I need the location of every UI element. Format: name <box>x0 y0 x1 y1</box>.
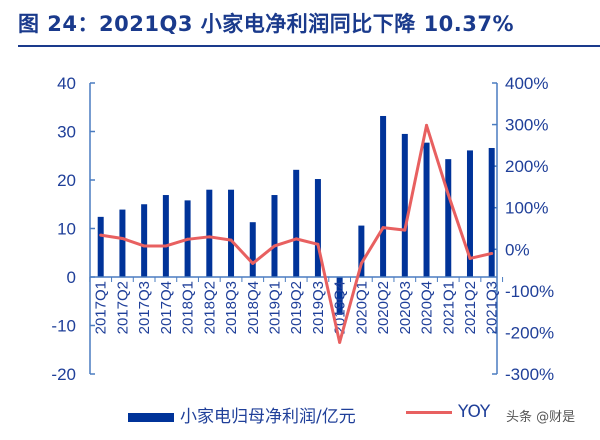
left-tick-label: 30 <box>57 123 76 142</box>
yoy-point <box>338 340 342 344</box>
yoy-point <box>316 242 320 246</box>
category-label: 2021Q2 <box>462 281 479 334</box>
right-tick-label: 300% <box>505 116 548 135</box>
category-label: 2019Q4 <box>332 281 349 334</box>
left-tick-label: 20 <box>57 171 76 190</box>
right-tick-label: 100% <box>505 199 548 218</box>
left-tick-label: 0 <box>67 268 76 287</box>
yoy-point <box>99 233 103 237</box>
bar <box>141 204 148 277</box>
yoy-point <box>120 236 124 240</box>
bar <box>488 147 495 277</box>
watermark: 头条 @财是 <box>506 410 576 425</box>
bar <box>162 195 169 277</box>
bar <box>228 189 235 277</box>
title-underline <box>18 45 600 47</box>
bar <box>206 189 213 277</box>
category-label: 2021Q1 <box>440 281 457 334</box>
yoy-point <box>164 244 168 248</box>
right-tick-label: -200% <box>505 323 554 342</box>
bar <box>249 222 256 277</box>
category-label: 2020Q2 <box>375 281 392 334</box>
right-tick-label: 0% <box>505 240 530 259</box>
legend-line-swatch <box>406 410 452 414</box>
right-tick-label: -100% <box>505 282 554 301</box>
category-label: 2018Q4 <box>245 281 262 334</box>
category-label: 2019Q1 <box>266 281 283 334</box>
left-tick-label: 10 <box>57 220 76 239</box>
chart-title: 图 24：2021Q3 小家电净利润同比下降 10.37% <box>18 12 515 36</box>
category-label: 2019Q2 <box>288 281 305 334</box>
category-label: 2020Q1 <box>353 281 370 334</box>
yoy-point <box>294 237 298 241</box>
category-label: 2017Q2 <box>114 281 131 334</box>
right-tick-label: 200% <box>505 157 548 176</box>
yoy-point <box>446 192 450 196</box>
bar <box>380 115 387 277</box>
category-label: 2018Q1 <box>180 281 197 334</box>
legend-bar-swatch <box>128 412 174 422</box>
right-tick-label: -300% <box>505 365 554 384</box>
bar <box>445 159 452 277</box>
yoy-point <box>490 251 494 255</box>
legend-bar: 小家电归母净利润/亿元 <box>128 402 356 427</box>
bar <box>97 216 104 277</box>
left-tick-label: 40 <box>57 74 76 93</box>
yoy-point <box>207 235 211 239</box>
bar <box>336 277 343 315</box>
category-label: 2021Q3 <box>484 281 501 334</box>
bar <box>293 169 300 277</box>
yoy-point <box>403 228 407 232</box>
yoy-point <box>272 244 276 248</box>
category-label: 2019Q3 <box>310 281 327 334</box>
yoy-point <box>186 237 190 241</box>
yoy-point <box>142 244 146 248</box>
bar <box>119 209 126 277</box>
yoy-point <box>229 238 233 242</box>
yoy-point <box>425 123 429 127</box>
legend-bar-label: 小家电归母净利润/亿元 <box>180 407 356 427</box>
legend-line-label: YOY <box>458 402 491 422</box>
yoy-point <box>359 261 363 265</box>
legend-line: YOY <box>406 402 490 422</box>
right-tick-label: 400% <box>505 74 548 93</box>
bar <box>401 133 408 277</box>
left-tick-label: -10 <box>51 317 76 336</box>
category-label: 2020Q3 <box>397 281 414 334</box>
category-label: 2017Q4 <box>158 281 175 334</box>
left-tick-label: -20 <box>51 365 76 384</box>
category-label: 2018Q3 <box>223 281 240 334</box>
bar <box>423 142 430 277</box>
bar <box>314 179 321 277</box>
yoy-point <box>251 261 255 265</box>
bar <box>271 195 278 277</box>
yoy-point <box>381 226 385 230</box>
category-label: 2020Q4 <box>419 281 436 334</box>
yoy-point <box>468 256 472 260</box>
category-label: 2017Q3 <box>136 281 153 334</box>
bar <box>466 150 473 277</box>
category-label: 2017Q1 <box>93 281 110 334</box>
category-label: 2018Q2 <box>201 281 218 334</box>
bar <box>358 225 365 277</box>
